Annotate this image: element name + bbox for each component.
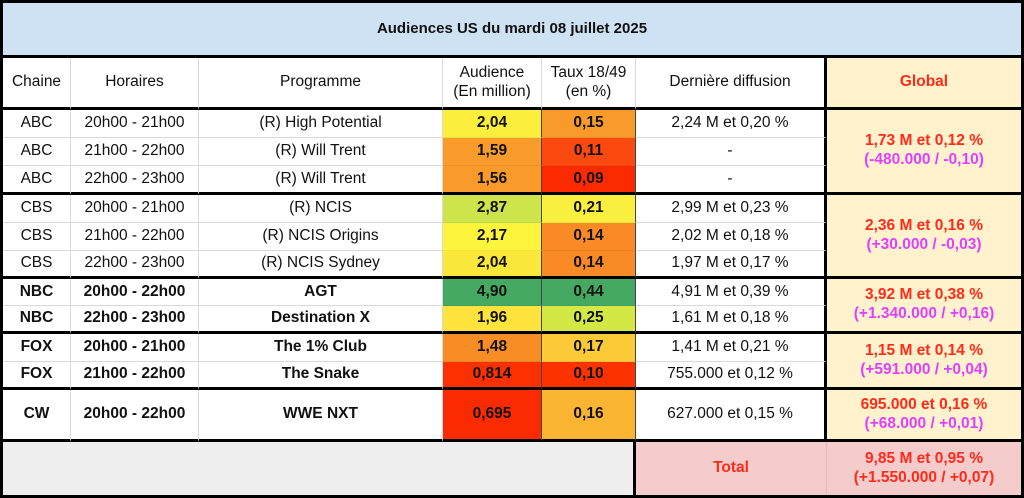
cell-audience: 1,48 — [443, 334, 542, 362]
cell-chaine: CBS — [3, 251, 71, 279]
cell-horaires: 20h00 - 21h00 — [71, 110, 199, 138]
total-value: 9,85 M et 0,95 % (+1.550.000 / +0,07) — [827, 442, 1021, 495]
global-main: 2,36 M et 0,16 % — [864, 216, 984, 234]
cell-audience: 2,04 — [443, 251, 542, 279]
header-taux: Taux 18/49 (en %) — [542, 58, 636, 110]
cell-audience: 4,90 — [443, 279, 542, 306]
cell-chaine: CBS — [3, 223, 71, 251]
global-cell-abc: 1,73 M et 0,12 % (-480.000 / -0,10) — [827, 110, 1021, 195]
header-audience-line2: (En million) — [453, 82, 531, 100]
cell-chaine: FOX — [3, 334, 71, 362]
cell-programme: (R) Will Trent — [199, 138, 443, 166]
cell-taux: 0,14 — [542, 223, 636, 251]
cell-horaires: 22h00 - 23h00 — [71, 306, 199, 334]
cell-programme: Destination X — [199, 306, 443, 334]
cell-horaires: 21h00 - 22h00 — [71, 223, 199, 251]
cell-programme: (R) High Potential — [199, 110, 443, 138]
cell-audience: 1,59 — [443, 138, 542, 166]
cell-taux: 0,16 — [542, 390, 636, 442]
total-main: 9,85 M et 0,95 % — [864, 449, 984, 467]
cell-derniere: 1,41 M et 0,21 % — [636, 334, 827, 362]
cell-derniere: - — [636, 166, 827, 195]
cell-audience: 1,56 — [443, 166, 542, 195]
header-taux-line2: (en %) — [565, 82, 612, 100]
cell-audience: 2,04 — [443, 110, 542, 138]
global-delta: (+30.000 / -0,03) — [866, 235, 982, 253]
cell-taux: 0,14 — [542, 251, 636, 279]
header-derniere: Dernière diffusion — [636, 58, 827, 110]
cell-taux: 0,25 — [542, 306, 636, 334]
cell-chaine: ABC — [3, 166, 71, 195]
cell-horaires: 22h00 - 23h00 — [71, 251, 199, 279]
cell-taux: 0,09 — [542, 166, 636, 195]
cell-programme: (R) NCIS — [199, 195, 443, 223]
cell-horaires: 20h00 - 22h00 — [71, 390, 199, 442]
cell-horaires: 20h00 - 21h00 — [71, 334, 199, 362]
cell-programme: (R) NCIS Sydney — [199, 251, 443, 279]
cell-chaine: ABC — [3, 138, 71, 166]
cell-chaine: CBS — [3, 195, 71, 223]
cell-audience: 1,96 — [443, 306, 542, 334]
cell-programme: WWE NXT — [199, 390, 443, 442]
header-global: Global — [827, 58, 1021, 110]
cell-taux: 0,21 — [542, 195, 636, 223]
total-empty-area — [3, 442, 636, 495]
cell-derniere: 627.000 et 0,15 % — [636, 390, 827, 442]
cell-audience: 2,17 — [443, 223, 542, 251]
global-cell-nbc: 3,92 M et 0,38 % (+1.340.000 / +0,16) — [827, 279, 1021, 334]
global-main: 3,92 M et 0,38 % — [864, 286, 984, 304]
cell-programme: AGT — [199, 279, 443, 306]
header-audience: Audience (En million) — [443, 58, 542, 110]
cell-audience: 2,87 — [443, 195, 542, 223]
total-label: Total — [636, 442, 827, 495]
cell-programme: The Snake — [199, 362, 443, 390]
global-main: 1,15 M et 0,14 % — [864, 341, 984, 359]
header-taux-line1: Taux 18/49 — [550, 63, 627, 81]
header-chaine: Chaine — [3, 58, 71, 110]
cell-horaires: 21h00 - 22h00 — [71, 138, 199, 166]
header-horaires: Horaires — [71, 58, 199, 110]
cell-chaine: ABC — [3, 110, 71, 138]
cell-programme: The 1% Club — [199, 334, 443, 362]
cell-taux: 0,44 — [542, 279, 636, 306]
cell-derniere: 2,24 M et 0,20 % — [636, 110, 827, 138]
cell-chaine: NBC — [3, 306, 71, 334]
cell-derniere: 1,97 M et 0,17 % — [636, 251, 827, 279]
cell-derniere: 755.000 et 0,12 % — [636, 362, 827, 390]
cell-horaires: 20h00 - 22h00 — [71, 279, 199, 306]
global-cell-fox: 1,15 M et 0,14 % (+591.000 / +0,04) — [827, 334, 1021, 390]
cell-taux: 0,10 — [542, 362, 636, 390]
cell-audience: 0,814 — [443, 362, 542, 390]
global-main: 1,73 M et 0,12 % — [864, 132, 984, 150]
cell-programme: (R) Will Trent — [199, 166, 443, 195]
cell-derniere: 2,99 M et 0,23 % — [636, 195, 827, 223]
cell-programme: (R) NCIS Origins — [199, 223, 443, 251]
cell-chaine: FOX — [3, 362, 71, 390]
cell-taux: 0,17 — [542, 334, 636, 362]
cell-derniere: - — [636, 138, 827, 166]
cell-taux: 0,15 — [542, 110, 636, 138]
header-programme: Programme — [199, 58, 443, 110]
global-delta: (+591.000 / +0,04) — [860, 360, 988, 378]
cell-horaires: 20h00 - 21h00 — [71, 195, 199, 223]
cell-taux: 0,11 — [542, 138, 636, 166]
global-main: 695.000 et 0,16 % — [860, 395, 988, 413]
global-delta: (+1.340.000 / +0,16) — [853, 305, 995, 322]
cell-derniere: 4,91 M et 0,39 % — [636, 279, 827, 306]
total-delta: (+1.550.000 / +0,07) — [853, 468, 995, 486]
global-cell-cbs: 2,36 M et 0,16 % (+30.000 / -0,03) — [827, 195, 1021, 279]
global-delta: (-480.000 / -0,10) — [864, 151, 984, 168]
cell-derniere: 1,61 M et 0,18 % — [636, 306, 827, 334]
cell-chaine: CW — [3, 390, 71, 442]
cell-horaires: 22h00 - 23h00 — [71, 166, 199, 195]
cell-chaine: NBC — [3, 279, 71, 306]
global-delta: (+68.000 / +0,01) — [864, 414, 984, 432]
cell-derniere: 2,02 M et 0,18 % — [636, 223, 827, 251]
cell-audience: 0,695 — [443, 390, 542, 442]
cell-horaires: 21h00 - 22h00 — [71, 362, 199, 390]
table-title: Audiences US du mardi 08 juillet 2025 — [3, 3, 1021, 58]
header-audience-line1: Audience — [459, 63, 525, 81]
global-cell-cw: 695.000 et 0,16 % (+68.000 / +0,01) — [827, 390, 1021, 442]
